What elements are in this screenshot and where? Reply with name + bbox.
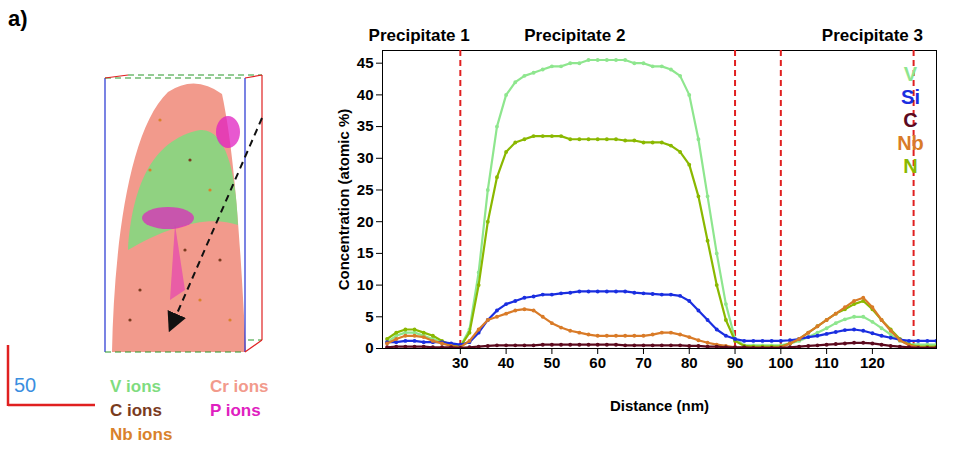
svg-text:80: 80 — [681, 354, 698, 371]
svg-text:Precipitate 3: Precipitate 3 — [822, 26, 923, 45]
svg-text:90: 90 — [727, 354, 744, 371]
svg-text:N: N — [903, 155, 917, 177]
svg-text:60: 60 — [589, 354, 606, 371]
svg-text:0: 0 — [365, 339, 373, 356]
svg-text:Distance (nm): Distance (nm) — [610, 397, 709, 414]
svg-text:Precipitate 1: Precipitate 1 — [369, 26, 470, 45]
svg-text:45: 45 — [357, 54, 374, 71]
svg-text:15: 15 — [357, 244, 374, 261]
svg-text:50: 50 — [544, 354, 561, 371]
svg-text:a): a) — [8, 6, 28, 31]
svg-text:50: 50 — [14, 374, 36, 396]
svg-text:70: 70 — [635, 354, 652, 371]
svg-text:V ions: V ions — [110, 377, 161, 396]
svg-text:30: 30 — [357, 149, 374, 166]
svg-text:V: V — [904, 63, 918, 85]
svg-text:5: 5 — [365, 308, 373, 325]
svg-text:25: 25 — [357, 181, 374, 198]
svg-text:Cr ions: Cr ions — [210, 377, 269, 396]
svg-text:120: 120 — [860, 354, 885, 371]
svg-text:Si: Si — [901, 86, 920, 108]
svg-text:40: 40 — [357, 86, 374, 103]
svg-text:100: 100 — [768, 354, 793, 371]
svg-text:110: 110 — [815, 354, 839, 371]
svg-text:Precipitate 2: Precipitate 2 — [524, 26, 625, 45]
svg-text:10: 10 — [357, 276, 374, 293]
svg-text:Concentration (atomic %): Concentration (atomic %) — [335, 109, 352, 291]
svg-text:30: 30 — [452, 354, 469, 371]
svg-text:35: 35 — [357, 117, 374, 134]
svg-text:Nb: Nb — [897, 132, 924, 154]
svg-text:C ions: C ions — [110, 401, 162, 420]
svg-text:C: C — [903, 109, 917, 131]
svg-text:20: 20 — [357, 212, 374, 229]
svg-text:40: 40 — [498, 354, 515, 371]
svg-text:Nb ions: Nb ions — [110, 425, 172, 444]
svg-text:P ions: P ions — [210, 401, 261, 420]
